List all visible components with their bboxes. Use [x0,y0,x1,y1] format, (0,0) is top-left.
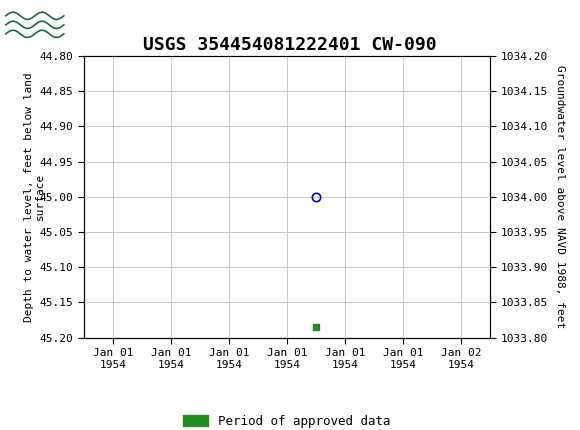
Text: USGS 354454081222401 CW-090: USGS 354454081222401 CW-090 [143,36,437,54]
Text: USGS: USGS [75,12,139,33]
FancyBboxPatch shape [6,3,64,41]
Legend: Period of approved data: Period of approved data [179,410,396,430]
Y-axis label: Groundwater level above NAVD 1988, feet: Groundwater level above NAVD 1988, feet [554,65,565,329]
Y-axis label: Depth to water level, feet below land
surface: Depth to water level, feet below land su… [24,72,45,322]
